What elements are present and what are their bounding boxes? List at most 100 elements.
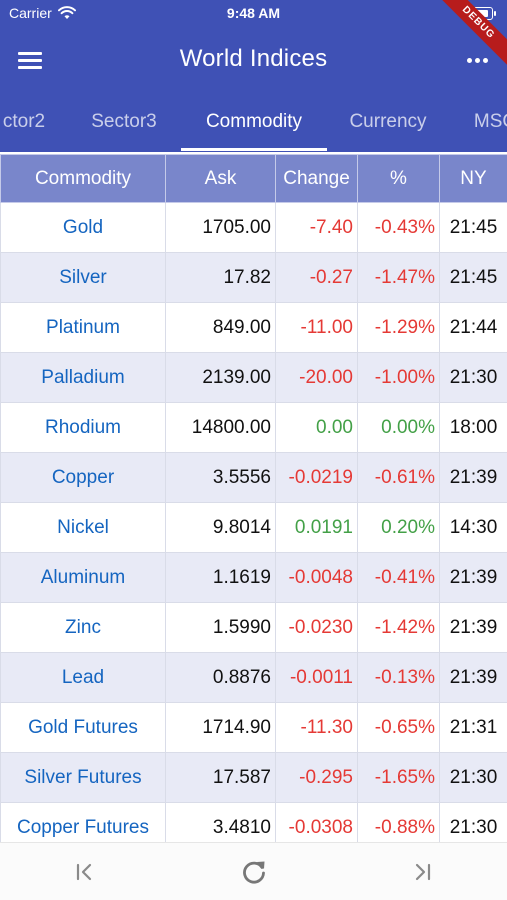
percent-cell: -1.47% [357, 252, 440, 303]
menu-icon-line [18, 58, 42, 62]
change-cell: 0.00 [275, 402, 358, 453]
tab-msc[interactable]: MSC [473, 111, 507, 132]
toolbar: World Indices [0, 34, 507, 86]
commodity-name-cell: Zinc [0, 602, 166, 653]
percent-cell: -1.42% [357, 602, 440, 653]
tab-commodity[interactable]: Commodity [205, 111, 303, 132]
bottom-nav-bar [0, 842, 507, 900]
column-header-ny-time[interactable]: NY [439, 154, 507, 203]
change-cell: -0.27 [275, 252, 358, 303]
change-cell: -0.295 [275, 752, 358, 803]
percent-cell: 0.20% [357, 502, 440, 553]
page-title: World Indices [179, 45, 328, 72]
commodity-name-cell: Nickel [0, 502, 166, 553]
ask-cell: 1714.90 [165, 702, 276, 753]
tab-currency[interactable]: Currency [349, 111, 427, 132]
change-cell: -0.0219 [275, 452, 358, 503]
change-cell: -11.30 [275, 702, 358, 753]
table-row[interactable]: Rhodium 14800.00 0.00 0.00% 18:00 [0, 402, 507, 453]
table-body: Gold 1705.00 -7.40 -0.43% 21:45 Silver 17.82 -0… [0, 202, 507, 853]
ask-cell: 1.5990 [165, 602, 276, 653]
ask-cell: 1.1619 [165, 552, 276, 603]
ny-time-cell: 21:39 [439, 452, 507, 503]
column-header-commodity[interactable]: Commodity [0, 154, 166, 203]
table-row[interactable]: Gold Futures 1714.90 -11.30 -0.65% 21:31 [0, 702, 507, 753]
ask-cell: 17.587 [165, 752, 276, 803]
status-time: 9:48 AM [226, 5, 281, 21]
refresh-button[interactable] [234, 853, 274, 891]
commodity-table: Commodity Ask Change % NY Gold 1705.00 -7.… [0, 154, 507, 853]
table-row[interactable]: Palladium 2139.00 -20.00 -1.00% 21:30 [0, 352, 507, 403]
ny-time-cell: 14:30 [439, 502, 507, 553]
percent-cell: -1.65% [357, 752, 440, 803]
percent-cell: -0.65% [357, 702, 440, 753]
menu-button[interactable] [18, 46, 52, 74]
carrier-label: Carrier [9, 5, 52, 21]
menu-icon-line [18, 51, 42, 55]
ask-cell: 14800.00 [165, 402, 276, 453]
percent-cell: -1.00% [357, 352, 440, 403]
status-bar: Carrier 9:48 AM [0, 0, 507, 28]
tab-indicator [181, 148, 327, 151]
table-row[interactable]: Copper 3.5556 -0.0219 -0.61% 21:39 [0, 452, 507, 503]
commodity-name-cell: Rhodium [0, 402, 166, 453]
percent-cell: -0.41% [357, 552, 440, 603]
ask-cell: 0.8876 [165, 652, 276, 703]
percent-cell: -1.29% [357, 302, 440, 353]
commodity-name-cell: Lead [0, 652, 166, 703]
ny-time-cell: 21:30 [439, 752, 507, 803]
change-cell: -20.00 [275, 352, 358, 403]
change-cell: 0.0191 [275, 502, 358, 553]
column-header-change[interactable]: Change [275, 154, 358, 203]
commodity-name-cell: Copper [0, 452, 166, 503]
change-cell: -0.0230 [275, 602, 358, 653]
ny-time-cell: 18:00 [439, 402, 507, 453]
column-header-ask[interactable]: Ask [165, 154, 276, 203]
ask-cell: 17.82 [165, 252, 276, 303]
menu-icon-line [18, 65, 42, 69]
refresh-icon [243, 861, 265, 884]
table-row[interactable]: Lead 0.8876 -0.0011 -0.13% 21:39 [0, 652, 507, 703]
table-header-row: Commodity Ask Change % NY [0, 154, 507, 203]
percent-cell: -0.61% [357, 452, 440, 503]
table-row[interactable]: Gold 1705.00 -7.40 -0.43% 21:45 [0, 202, 507, 253]
percent-cell: -0.13% [357, 652, 440, 703]
table-row[interactable]: Silver 17.82 -0.27 -1.47% 21:45 [0, 252, 507, 303]
tab-sector3[interactable]: Sector3 [91, 111, 157, 132]
ny-time-cell: 21:44 [439, 302, 507, 353]
percent-cell: 0.00% [357, 402, 440, 453]
commodity-name-cell: Aluminum [0, 552, 166, 603]
table-row[interactable]: Platinum 849.00 -11.00 -1.29% 21:44 [0, 302, 507, 353]
table-row[interactable]: Nickel 9.8014 0.0191 0.20% 14:30 [0, 502, 507, 553]
wifi-icon [57, 6, 76, 19]
change-cell: -11.00 [275, 302, 358, 353]
last-page-button[interactable] [402, 853, 442, 891]
ny-time-cell: 21:30 [439, 352, 507, 403]
ask-cell: 849.00 [165, 302, 276, 353]
ny-time-cell: 21:39 [439, 602, 507, 653]
ny-time-cell: 21:39 [439, 552, 507, 603]
ask-cell: 1705.00 [165, 202, 276, 253]
first-page-button[interactable] [65, 853, 105, 891]
more-options-button[interactable] [461, 46, 493, 74]
first-page-icon [76, 863, 92, 881]
carrier-info: Carrier [9, 5, 76, 21]
table-row[interactable]: Silver Futures 17.587 -0.295 -1.65% 21:30 [0, 752, 507, 803]
change-cell: -0.0011 [275, 652, 358, 703]
commodity-name-cell: Palladium [0, 352, 166, 403]
commodity-name-cell: Platinum [0, 302, 166, 353]
table-row[interactable]: Aluminum 1.1619 -0.0048 -0.41% 21:39 [0, 552, 507, 603]
more-vert-icon-dot [474, 57, 480, 63]
ny-time-cell: 21:45 [439, 202, 507, 253]
commodity-name-cell: Gold [0, 202, 166, 253]
table-row[interactable]: Zinc 1.5990 -0.0230 -1.42% 21:39 [0, 602, 507, 653]
ask-cell: 9.8014 [165, 502, 276, 553]
app-bar: Carrier 9:48 AM World Indices DEBUG ctor… [0, 0, 507, 152]
percent-cell: -0.43% [357, 202, 440, 253]
more-vert-icon-dot [482, 57, 488, 63]
tab-sector2[interactable]: ctor2 [2, 111, 46, 132]
column-header-percent[interactable]: % [357, 154, 440, 203]
ny-time-cell: 21:31 [439, 702, 507, 753]
commodity-name-cell: Gold Futures [0, 702, 166, 753]
change-cell: -0.0048 [275, 552, 358, 603]
